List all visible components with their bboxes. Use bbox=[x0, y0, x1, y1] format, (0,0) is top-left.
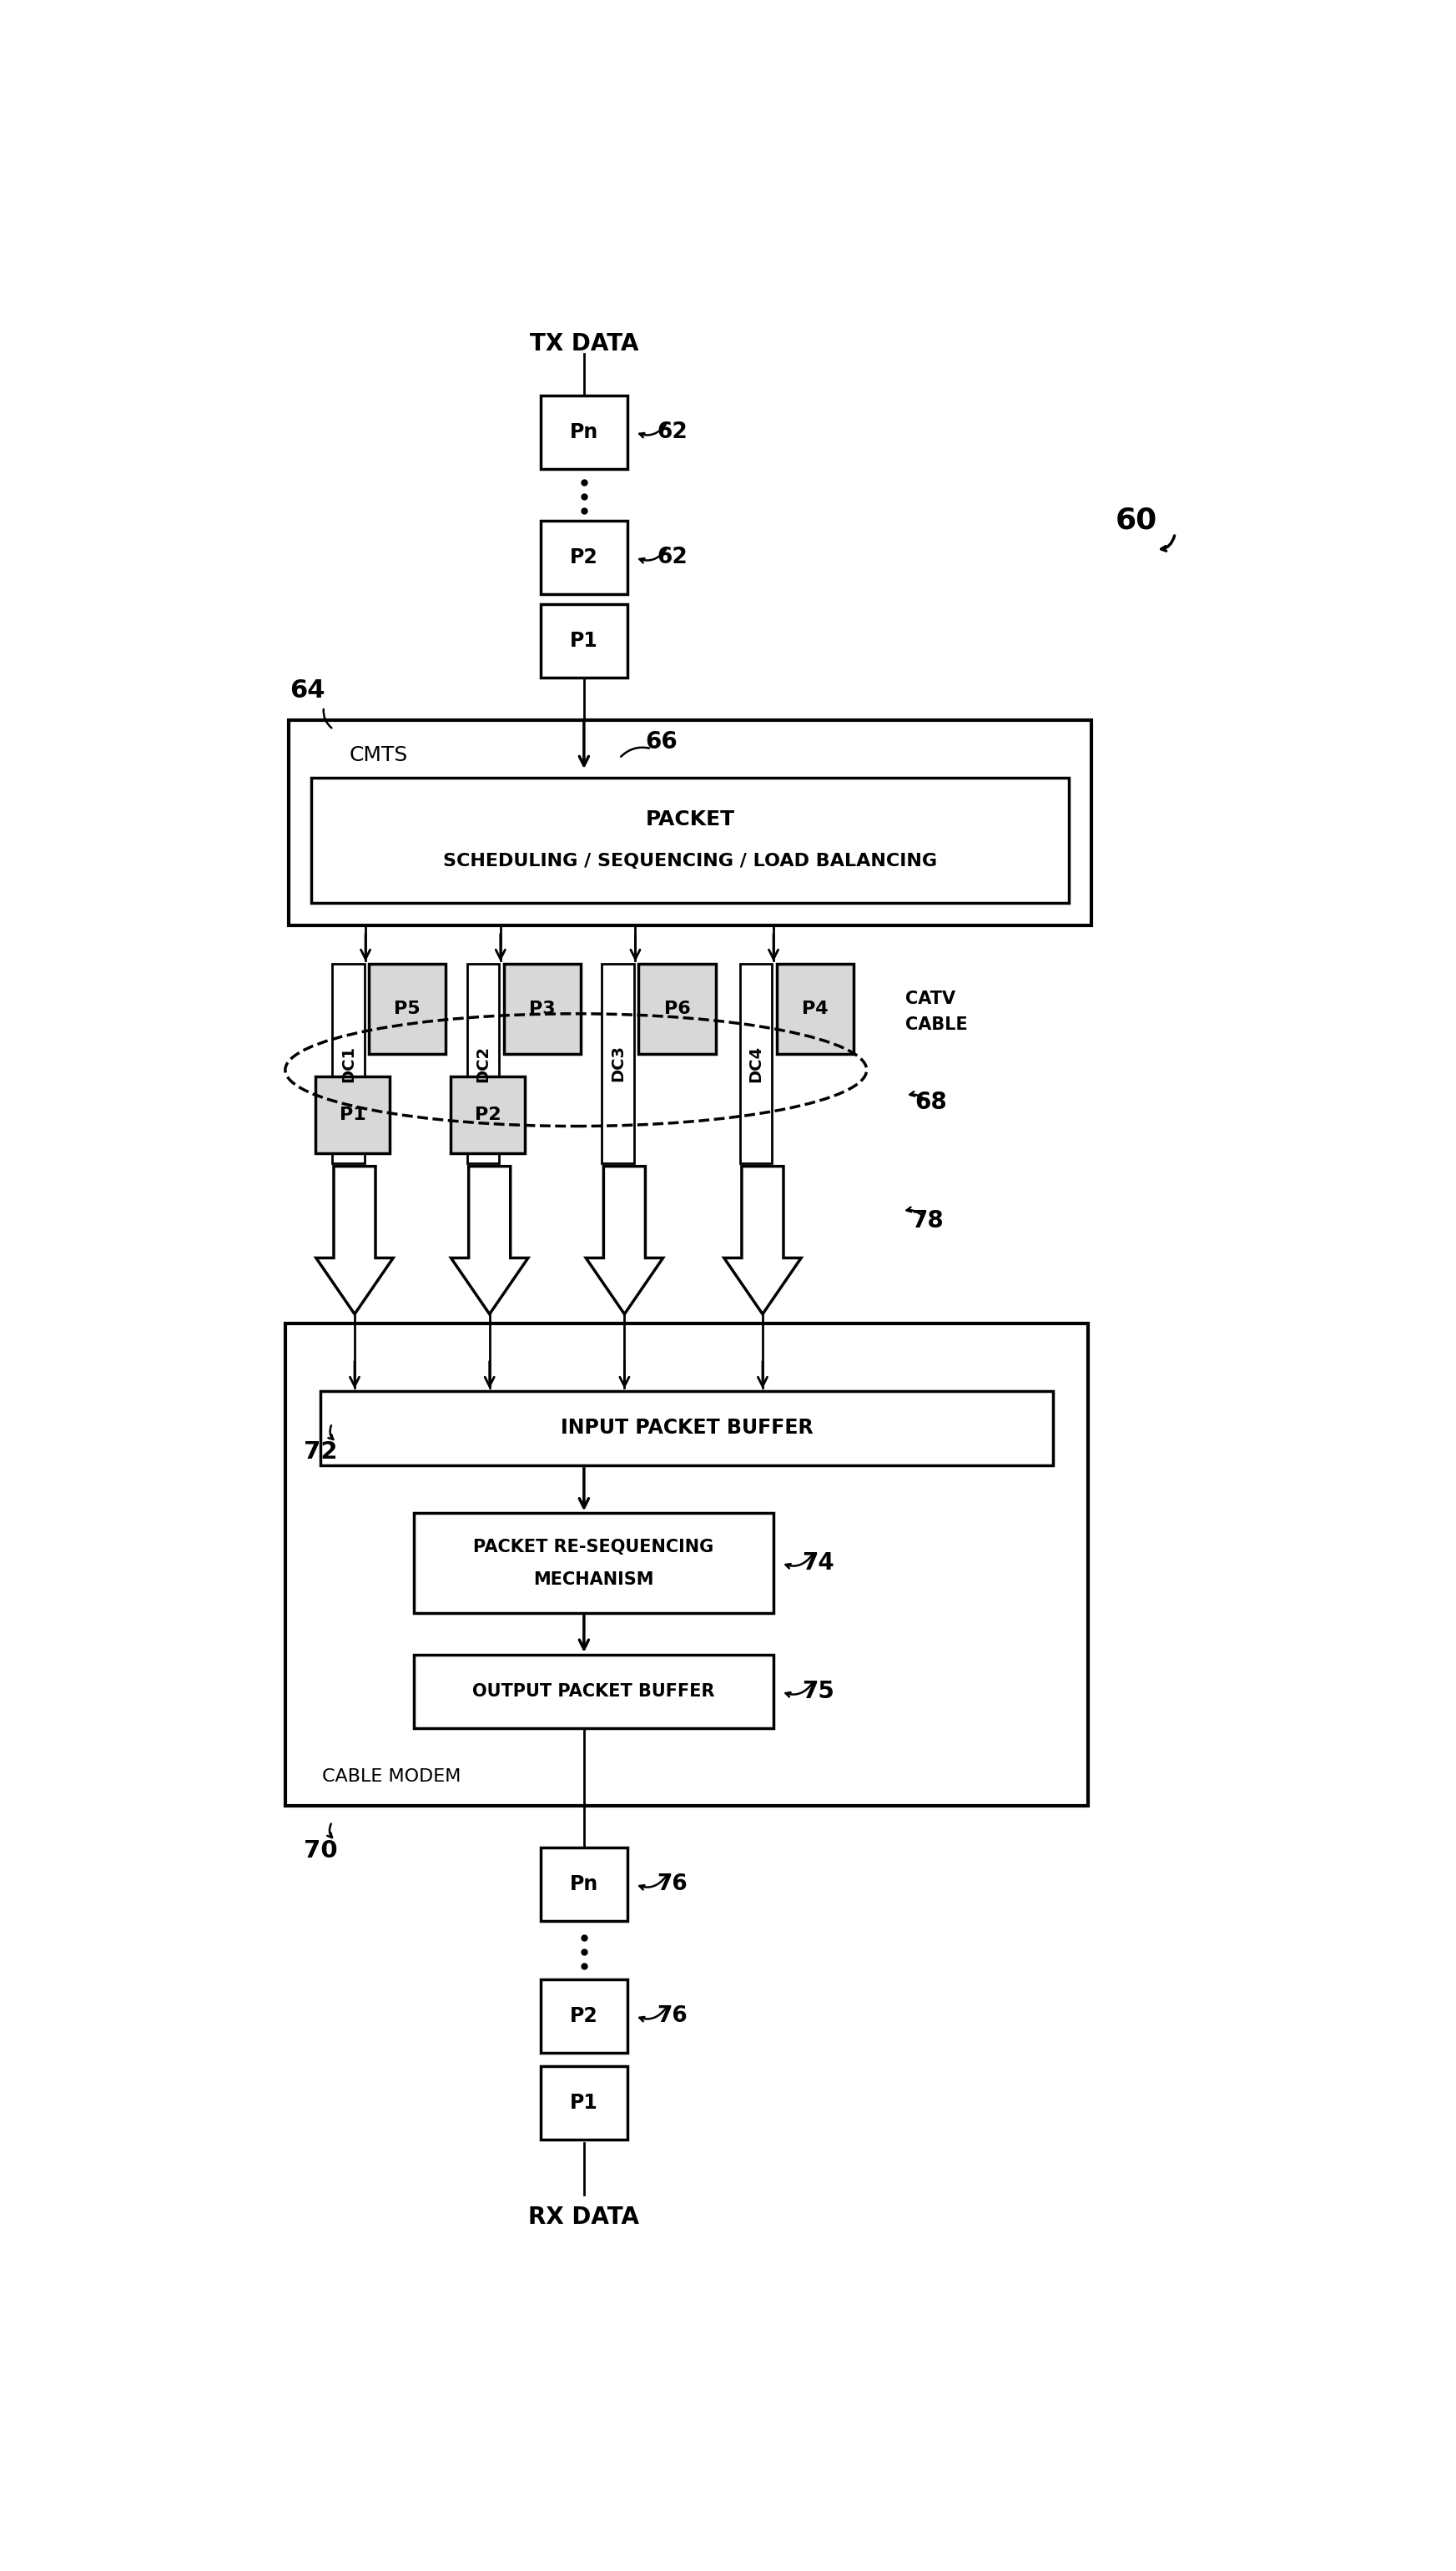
Polygon shape bbox=[451, 1167, 529, 1314]
Text: P2: P2 bbox=[569, 548, 598, 568]
Bar bbox=[332, 964, 364, 1162]
Bar bbox=[414, 1656, 773, 1728]
Bar bbox=[504, 964, 581, 1054]
Polygon shape bbox=[316, 1167, 393, 1314]
Text: P1: P1 bbox=[339, 1106, 365, 1124]
Text: P3: P3 bbox=[529, 1000, 555, 1018]
Text: PACKET RE-SEQUENCING: PACKET RE-SEQUENCING bbox=[473, 1537, 713, 1555]
Text: TX DATA: TX DATA bbox=[530, 332, 638, 355]
Text: CABLE: CABLE bbox=[906, 1016, 968, 1034]
Bar bbox=[639, 964, 716, 1054]
Text: 62: 62 bbox=[657, 422, 687, 442]
Text: 62: 62 bbox=[657, 548, 687, 568]
Text: RX DATA: RX DATA bbox=[529, 2206, 639, 2229]
Text: CATV: CATV bbox=[906, 990, 955, 1008]
Polygon shape bbox=[724, 1167, 801, 1314]
Bar bbox=[540, 519, 628, 594]
Bar bbox=[540, 1849, 628, 1921]
Bar bbox=[285, 1324, 1088, 1805]
Bar bbox=[540, 2067, 628, 2139]
Text: PACKET: PACKET bbox=[645, 810, 735, 830]
Bar bbox=[288, 720, 1092, 926]
Bar bbox=[467, 964, 499, 1162]
Text: 66: 66 bbox=[645, 730, 677, 753]
Text: DC2: DC2 bbox=[475, 1044, 491, 1082]
Text: P1: P1 bbox=[569, 630, 598, 650]
Bar bbox=[320, 1391, 1053, 1465]
Bar bbox=[414, 1514, 773, 1612]
Polygon shape bbox=[585, 1167, 662, 1314]
Text: 64: 64 bbox=[290, 679, 326, 702]
Text: DC1: DC1 bbox=[341, 1044, 357, 1082]
Text: P4: P4 bbox=[802, 1000, 828, 1018]
Text: 70: 70 bbox=[304, 1838, 338, 1861]
Text: 60: 60 bbox=[1115, 506, 1158, 535]
Text: MECHANISM: MECHANISM bbox=[533, 1571, 654, 1589]
Bar bbox=[740, 964, 772, 1162]
Text: 78: 78 bbox=[911, 1208, 943, 1232]
Text: CABLE MODEM: CABLE MODEM bbox=[322, 1769, 460, 1784]
Text: OUTPUT PACKET BUFFER: OUTPUT PACKET BUFFER bbox=[472, 1684, 715, 1699]
Text: P1: P1 bbox=[569, 2093, 598, 2113]
Text: 72: 72 bbox=[304, 1440, 338, 1463]
Text: SCHEDULING / SEQUENCING / LOAD BALANCING: SCHEDULING / SEQUENCING / LOAD BALANCING bbox=[443, 854, 938, 869]
Text: P5: P5 bbox=[395, 1000, 421, 1018]
Text: P2: P2 bbox=[475, 1106, 501, 1124]
Bar bbox=[368, 964, 446, 1054]
Text: P2: P2 bbox=[569, 2005, 598, 2026]
Text: 74: 74 bbox=[802, 1550, 834, 1576]
Bar bbox=[776, 964, 853, 1054]
Bar bbox=[451, 1077, 524, 1154]
Text: Pn: Pn bbox=[569, 1874, 598, 1895]
Text: CMTS: CMTS bbox=[349, 746, 408, 766]
Text: DC4: DC4 bbox=[748, 1044, 764, 1082]
Bar bbox=[540, 604, 628, 679]
Text: 68: 68 bbox=[914, 1090, 946, 1113]
Bar bbox=[316, 1077, 390, 1154]
Text: 75: 75 bbox=[802, 1679, 834, 1702]
Bar bbox=[540, 396, 628, 468]
Bar bbox=[312, 776, 1069, 902]
Text: DC3: DC3 bbox=[610, 1046, 626, 1082]
Text: Pn: Pn bbox=[569, 422, 598, 442]
Bar bbox=[601, 964, 633, 1162]
Text: 76: 76 bbox=[657, 2005, 687, 2026]
Text: INPUT PACKET BUFFER: INPUT PACKET BUFFER bbox=[561, 1419, 812, 1437]
Text: P6: P6 bbox=[664, 1000, 690, 1018]
Text: 76: 76 bbox=[657, 1874, 687, 1895]
Bar bbox=[540, 1980, 628, 2054]
